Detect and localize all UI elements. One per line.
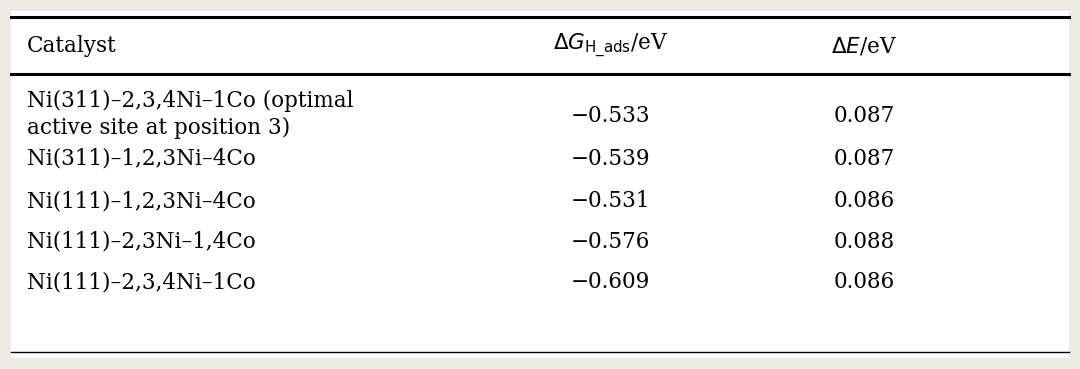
- Text: −0.576: −0.576: [570, 231, 650, 253]
- Text: 0.087: 0.087: [834, 148, 894, 170]
- Text: 0.086: 0.086: [834, 271, 894, 293]
- Text: Ni(111)–1,2,3Ni–4Co: Ni(111)–1,2,3Ni–4Co: [27, 190, 256, 212]
- FancyBboxPatch shape: [11, 11, 1069, 358]
- Text: 0.086: 0.086: [834, 190, 894, 212]
- Text: Ni(111)–2,3,4Ni–1Co: Ni(111)–2,3,4Ni–1Co: [27, 271, 256, 293]
- Text: Ni(311)–1,2,3Ni–4Co: Ni(311)–1,2,3Ni–4Co: [27, 148, 256, 170]
- Text: 0.088: 0.088: [834, 231, 894, 253]
- Text: $\Delta G_{\rm H\_ads}$/eV: $\Delta G_{\rm H\_ads}$/eV: [553, 32, 667, 61]
- Text: −0.531: −0.531: [570, 190, 650, 212]
- Text: Ni(311)–2,3,4Ni–1Co (optimal
active site at position 3): Ni(311)–2,3,4Ni–1Co (optimal active site…: [27, 90, 353, 139]
- Text: $\Delta E$/eV: $\Delta E$/eV: [831, 35, 897, 57]
- Text: −0.609: −0.609: [570, 271, 650, 293]
- Text: −0.533: −0.533: [570, 105, 650, 127]
- Text: Catalyst: Catalyst: [27, 35, 117, 57]
- Text: 0.087: 0.087: [834, 105, 894, 127]
- Text: −0.539: −0.539: [570, 148, 650, 170]
- Text: Ni(111)–2,3Ni–1,4Co: Ni(111)–2,3Ni–1,4Co: [27, 231, 256, 253]
